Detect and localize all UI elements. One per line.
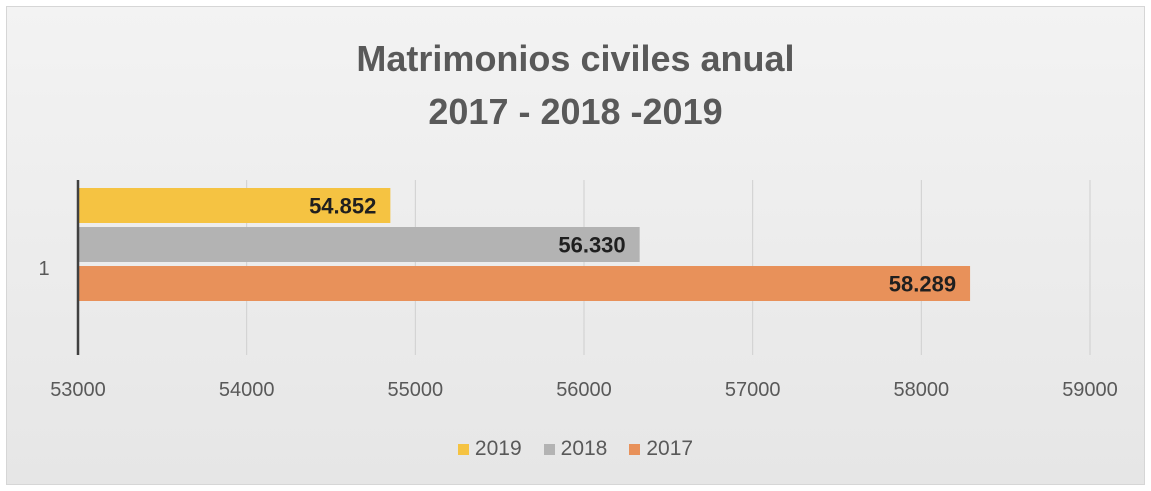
data-label: 56.330 bbox=[558, 233, 625, 258]
x-tick-label: 58000 bbox=[894, 379, 950, 401]
bar-2017 bbox=[78, 266, 971, 301]
legend-item-2017: 2017 bbox=[629, 437, 693, 461]
legend-item-2019: 2019 bbox=[457, 437, 522, 461]
data-label: 54.852 bbox=[309, 194, 376, 219]
category-label: 1 bbox=[38, 258, 49, 280]
bar-2019 bbox=[78, 188, 391, 223]
data-label: 58.289 bbox=[889, 272, 956, 297]
x-tick-label: 57000 bbox=[725, 379, 781, 401]
legend-label: 2018 bbox=[560, 437, 608, 460]
chart-subtitle: 2017 - 2018 -2019 bbox=[428, 91, 723, 132]
legend-swatch bbox=[629, 443, 641, 455]
legend: 2019 2018 2017 bbox=[0, 437, 1151, 461]
legend-label: 2017 bbox=[646, 437, 694, 460]
x-tick-label: 53000 bbox=[50, 379, 106, 401]
chart-title: Matrimonios civiles anual bbox=[356, 38, 795, 79]
legend-swatch bbox=[543, 443, 555, 455]
legend-swatch bbox=[457, 443, 469, 455]
legend-item-2018: 2018 bbox=[543, 437, 608, 461]
x-tick-label: 54000 bbox=[219, 379, 275, 401]
x-tick-label: 56000 bbox=[556, 379, 612, 401]
legend-label: 2019 bbox=[474, 437, 522, 460]
x-tick-label: 55000 bbox=[388, 379, 444, 401]
x-tick-label: 59000 bbox=[1062, 379, 1118, 401]
bar-2018 bbox=[78, 227, 640, 262]
